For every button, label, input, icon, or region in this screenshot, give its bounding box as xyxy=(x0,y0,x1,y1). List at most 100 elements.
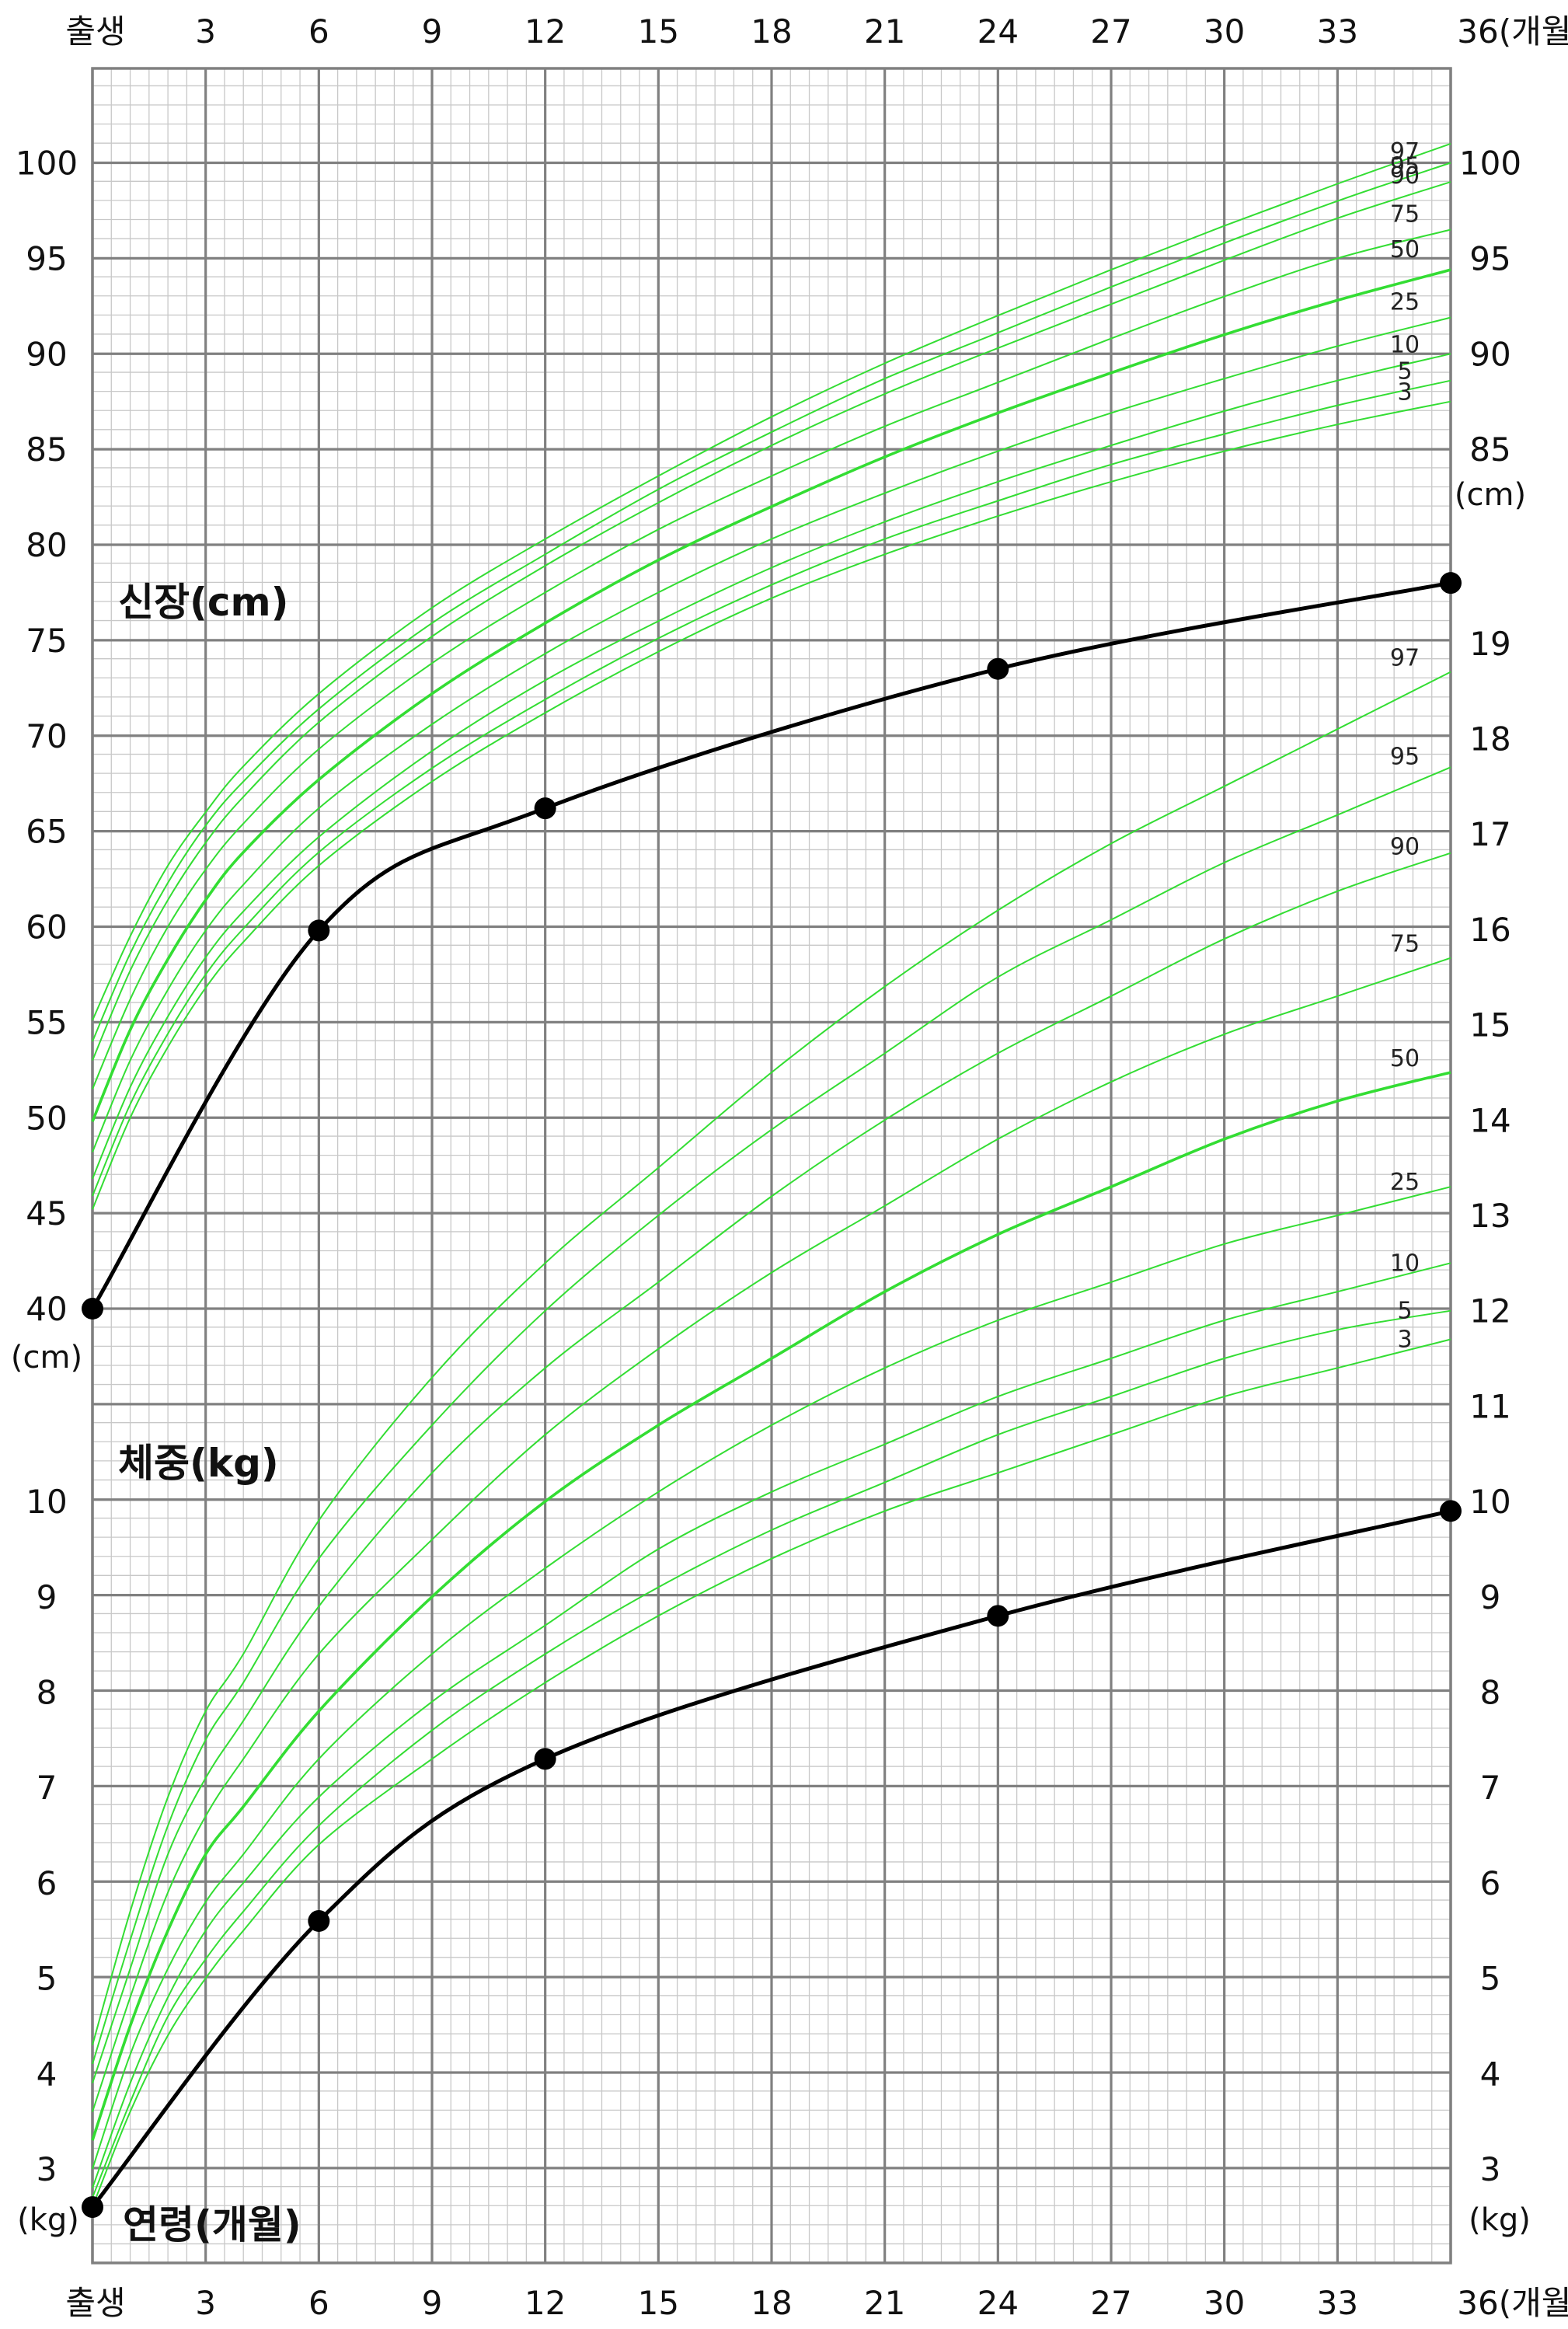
x-tick-bottom-21: 21 xyxy=(864,2284,905,2322)
height-tick-left-95: 95 xyxy=(26,239,67,277)
x-tick-top-6: 6 xyxy=(308,12,329,51)
weight-p95-label: 95 xyxy=(1390,743,1420,770)
weight-tick-left-8: 8 xyxy=(37,1674,57,1712)
x-tick-top-33: 33 xyxy=(1317,12,1358,51)
x-tick-bottom-33: 33 xyxy=(1317,2284,1358,2322)
weight-p90-label: 90 xyxy=(1390,834,1420,861)
x-tick-top-21: 21 xyxy=(864,12,905,51)
x-tick-top-3: 3 xyxy=(195,12,216,51)
x-tick-bottom-24: 24 xyxy=(977,2284,1019,2322)
height-child-point-6m xyxy=(308,919,329,941)
weight-tick-left-9: 9 xyxy=(37,1578,57,1616)
weight-tick-left-10: 10 xyxy=(26,1483,67,1521)
weight-p3-label: 3 xyxy=(1397,1327,1412,1354)
x-tick-bottom-15: 15 xyxy=(638,2284,679,2322)
height-p10-label: 10 xyxy=(1390,331,1420,358)
x-tick-top-24: 24 xyxy=(977,12,1019,51)
x-tick-top-12: 12 xyxy=(524,12,566,51)
weight-tick-right-3: 3 xyxy=(1480,2150,1501,2188)
weight-tick-right-13: 13 xyxy=(1469,1197,1511,1235)
weight-tick-right-7: 7 xyxy=(1480,1769,1501,1807)
height-tick-right-100: 100 xyxy=(1459,145,1521,183)
age-axis-label: 연령(개월) xyxy=(123,2202,301,2247)
weight-tick-right-19: 19 xyxy=(1469,625,1511,663)
weight-tick-right-8: 8 xyxy=(1480,1674,1501,1712)
height-tick-left-55: 55 xyxy=(26,1003,67,1041)
weight-tick-left-5: 5 xyxy=(37,1960,57,1998)
weight-tick-right-16: 16 xyxy=(1469,911,1511,949)
weight-tick-right-10: 10 xyxy=(1469,1483,1511,1521)
weight-tick-right-14: 14 xyxy=(1469,1101,1511,1139)
weight-p50-label: 50 xyxy=(1390,1045,1420,1072)
weight-p5-label: 5 xyxy=(1397,1298,1412,1325)
weight-child-point-12m xyxy=(535,1748,556,1769)
weight-tick-right-4: 4 xyxy=(1480,2055,1501,2093)
weight-tick-right-15: 15 xyxy=(1469,1006,1511,1044)
height-tick-left-80: 80 xyxy=(26,526,67,564)
height-p25-label: 25 xyxy=(1390,289,1420,316)
weight-child-point-36m xyxy=(1440,1500,1462,1522)
weight-unit-left: (kg) xyxy=(17,2202,79,2238)
x-tick-top-18: 18 xyxy=(751,12,792,51)
height-p3-label: 3 xyxy=(1397,379,1412,406)
x-tick-top-9: 9 xyxy=(422,12,443,51)
height-tick-left-90: 90 xyxy=(26,335,67,373)
weight-tick-left-3: 3 xyxy=(37,2150,57,2188)
weight-tick-right-6: 6 xyxy=(1480,1864,1501,1902)
weight-tick-right-5: 5 xyxy=(1480,1960,1501,1998)
height-tick-left-45: 45 xyxy=(26,1194,67,1232)
height-child-point-12m xyxy=(535,797,556,819)
height-section-label: 신장(cm) xyxy=(118,580,288,625)
x-tick-bottom-27: 27 xyxy=(1090,2284,1131,2322)
height-unit-right: (cm) xyxy=(1455,477,1526,513)
weight-tick-left-6: 6 xyxy=(37,1864,57,1902)
x-tick-top-36: 36(개월) xyxy=(1457,12,1568,51)
x-tick-top-27: 27 xyxy=(1090,12,1131,51)
weight-tick-right-12: 12 xyxy=(1469,1292,1511,1330)
x-tick-top-15: 15 xyxy=(638,12,679,51)
height-child-point-24m xyxy=(987,658,1009,680)
x-tick-bottom-30: 30 xyxy=(1204,2284,1245,2322)
height-tick-left-40: 40 xyxy=(26,1290,67,1328)
height-child-point-36m xyxy=(1440,572,1462,594)
weight-tick-right-17: 17 xyxy=(1469,815,1511,853)
weight-tick-right-9: 9 xyxy=(1480,1578,1501,1616)
weight-child-point-6m xyxy=(308,1910,329,1932)
height-tick-right-85: 85 xyxy=(1469,431,1511,469)
weight-p10-label: 10 xyxy=(1390,1250,1420,1277)
x-tick-bottom-6: 6 xyxy=(308,2284,329,2322)
weight-tick-left-4: 4 xyxy=(37,2055,57,2093)
height-p75-label: 75 xyxy=(1390,201,1420,228)
weight-tick-right-11: 11 xyxy=(1469,1387,1511,1425)
weight-child-point-24m xyxy=(987,1605,1009,1626)
weight-child-point-0m xyxy=(82,2196,103,2218)
height-unit-left: (cm) xyxy=(11,1340,82,1375)
weight-section-label: 체중(kg) xyxy=(118,1441,279,1486)
x-tick-bottom-36: 36(개월) xyxy=(1457,2284,1568,2322)
height-p50-label: 50 xyxy=(1390,236,1420,263)
weight-unit-right: (kg) xyxy=(1469,2202,1531,2238)
x-tick-bottom-18: 18 xyxy=(751,2284,792,2322)
weight-p25-label: 25 xyxy=(1390,1169,1420,1196)
x-tick-top-30: 30 xyxy=(1204,12,1245,51)
height-tick-left-75: 75 xyxy=(26,622,67,660)
x-tick-bottom-9: 9 xyxy=(422,2284,443,2322)
x-tick-bottom-0: 출생 xyxy=(65,2284,125,2322)
height-tick-left-60: 60 xyxy=(26,908,67,947)
height-tick-left-100: 100 xyxy=(16,145,78,183)
weight-tick-right-18: 18 xyxy=(1469,720,1511,758)
height-tick-left-65: 65 xyxy=(26,813,67,851)
weight-p75-label: 75 xyxy=(1390,931,1420,958)
height-tick-left-50: 50 xyxy=(26,1099,67,1137)
height-tick-right-90: 90 xyxy=(1469,335,1511,373)
weight-p97-label: 97 xyxy=(1390,645,1420,672)
height-child-point-0m xyxy=(82,1298,103,1320)
height-tick-left-85: 85 xyxy=(26,431,67,469)
x-tick-bottom-3: 3 xyxy=(195,2284,216,2322)
height-p90-label: 90 xyxy=(1390,162,1420,190)
x-tick-top-0: 출생 xyxy=(65,12,125,51)
height-tick-right-95: 95 xyxy=(1469,239,1511,277)
x-tick-bottom-12: 12 xyxy=(524,2284,566,2322)
